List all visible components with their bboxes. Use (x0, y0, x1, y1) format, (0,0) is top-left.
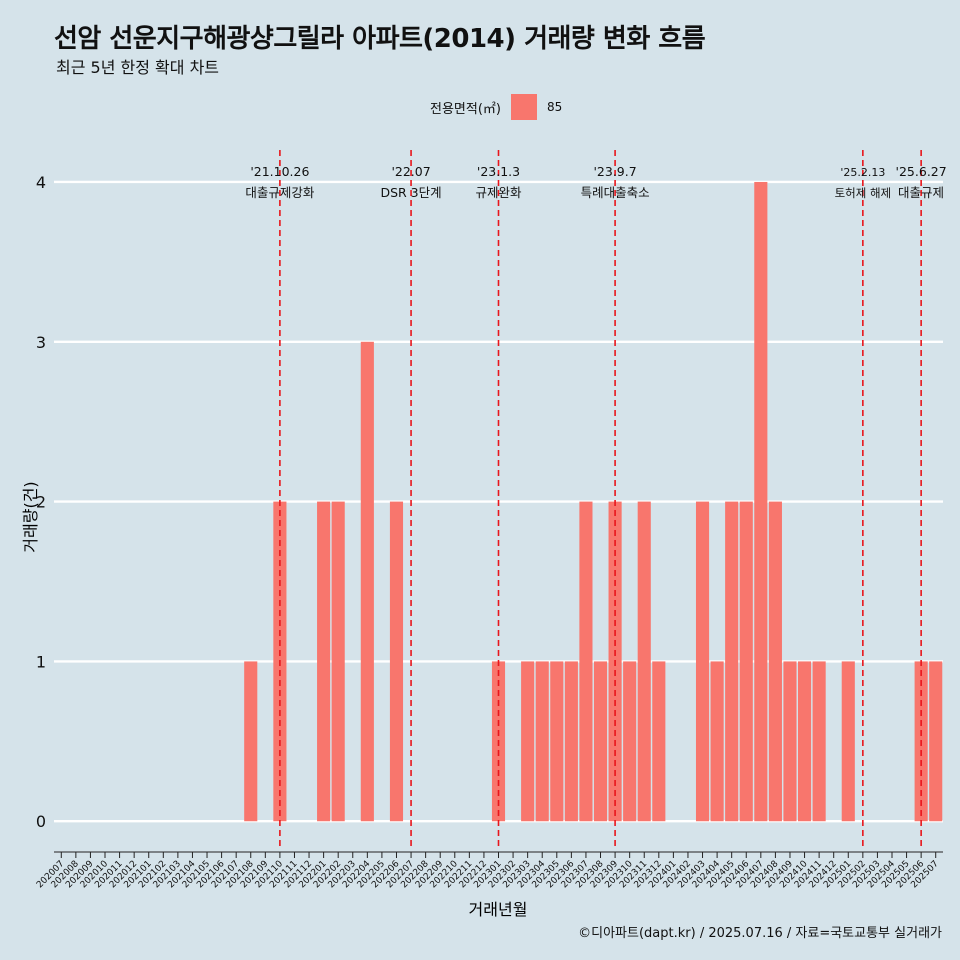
event-date: '25.2.13 (840, 166, 885, 179)
x-axis: 2020072020082020092020102020112020122021… (35, 851, 943, 890)
event-lines (279, 150, 922, 850)
chart-title: 선암 선운지구해광샹그릴라 아파트(2014) 거래량 변화 흐름 (54, 24, 706, 54)
bar-202312 (652, 661, 666, 822)
bar-202501 (841, 661, 855, 822)
bar-202310 (623, 661, 637, 822)
bar-202306 (564, 661, 578, 822)
bar-202311 (637, 501, 651, 822)
y-tick-label: 0 (36, 812, 46, 831)
y-tick-label: 4 (36, 173, 46, 192)
event-labels: '21.10.26 대출규제강화 '22.07 DSR 3단계 '23.1.3 규제완화 '… (245, 164, 946, 200)
bar-202201 (317, 501, 331, 822)
event-label: 토허제 해제 (835, 186, 892, 200)
bar-202407 (754, 181, 768, 822)
source-caption: ©디아파트(dapt.kr) / 2025.07.16 / 자료=국토교통부 실… (578, 926, 942, 941)
y-tick-label: 2 (36, 493, 46, 512)
y-tick-label: 3 (36, 333, 46, 352)
bar-202202 (331, 501, 345, 822)
bar-202204 (360, 341, 374, 822)
event-date: '22.07 (391, 164, 430, 179)
bar-202404 (710, 661, 724, 822)
bar-202408 (768, 501, 782, 822)
y-axis-title: 거래량(건) (21, 481, 40, 552)
y-axis: 0 1 2 3 4 (36, 173, 46, 831)
bar-202307 (579, 501, 593, 822)
event-label: 특례대출축소 (581, 185, 650, 200)
event-label: 대출규제 (898, 185, 944, 200)
bar-202406 (739, 501, 753, 822)
bar-202507 (929, 661, 943, 822)
legend-label-85: 85 (546, 100, 563, 114)
legend: 전용면적(㎡) 85 (430, 94, 562, 120)
bar-202403 (695, 501, 710, 822)
bar-202410 (797, 661, 812, 822)
event-date: '23.9.7 (593, 164, 636, 179)
event-label: 대출규제강화 (245, 185, 315, 200)
bar-202411 (812, 661, 826, 822)
bar-202409 (783, 661, 797, 822)
event-date: '21.10.26 (250, 164, 309, 179)
legend-key-85 (510, 94, 537, 120)
bar-202405 (725, 501, 739, 822)
y-tick-label: 1 (36, 652, 46, 671)
event-label: DSR 3단계 (380, 185, 441, 200)
event-date: '25.6.27 (896, 164, 947, 179)
legend-title: 전용면적(㎡) (430, 101, 501, 117)
chart-subtitle: 최근 5년 한정 확대 차트 (56, 58, 220, 77)
event-date: '23.1.3 (477, 164, 520, 179)
bar-202308 (593, 661, 608, 822)
bar-202305 (550, 661, 564, 822)
bar-202206 (389, 501, 404, 822)
x-axis-title: 거래년월 (469, 900, 528, 919)
bar-202303 (521, 661, 535, 822)
bar-202108 (244, 661, 258, 822)
bar-202304 (535, 661, 549, 822)
event-label: 규제완화 (475, 185, 522, 200)
